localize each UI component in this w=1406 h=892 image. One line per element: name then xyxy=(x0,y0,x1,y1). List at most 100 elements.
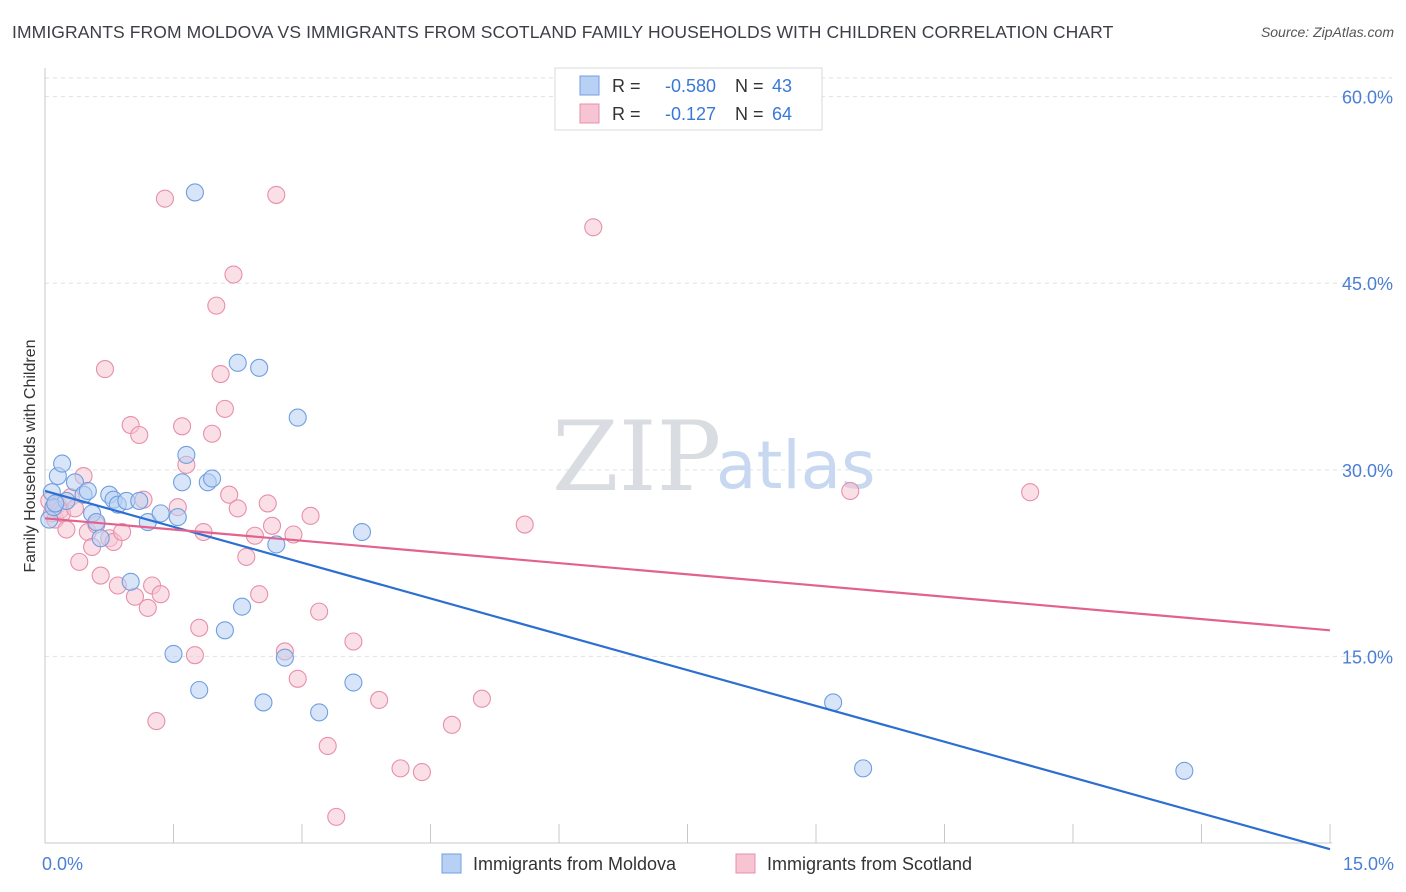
y-tick-label-0: 15.0% xyxy=(1342,647,1393,667)
bottom-legend-label-scotland: Immigrants from Scotland xyxy=(767,854,972,874)
scotland-point-31 xyxy=(173,417,192,436)
stats-legend: R = -0.580 N = 43 R = -0.127 N = 64 xyxy=(554,67,823,131)
scotland-point-37 xyxy=(207,296,226,315)
scotland-point-38 xyxy=(211,364,230,384)
moldova-point-21 xyxy=(168,508,187,527)
scotland-point-59 xyxy=(412,763,431,782)
scotland-point-42 xyxy=(228,499,247,518)
watermark-zip: ZIP xyxy=(552,401,721,513)
scotland-point-48 xyxy=(267,185,286,204)
scotland-point-34 xyxy=(190,618,209,637)
moldova-point-30 xyxy=(232,597,252,616)
scotland-point-25 xyxy=(138,598,157,617)
moldova-point-31 xyxy=(250,358,269,377)
moldova-point-37 xyxy=(344,673,363,692)
y-tick-labels: 15.0% 30.0% 45.0% 60.0% xyxy=(1342,88,1393,668)
chart-title: IMMIGRANTS FROM MOLDOVA VS IMMIGRANTS FR… xyxy=(12,22,1114,42)
moldova-point-20 xyxy=(164,644,183,663)
scotland-point-46 xyxy=(258,494,277,513)
legend-n-value-scotland: 64 xyxy=(772,104,792,124)
legend-n-label-moldova: N = xyxy=(735,76,764,96)
scotland-point-54 xyxy=(318,736,337,756)
trend-line-moldova xyxy=(44,489,1331,851)
trend-lines xyxy=(44,489,1331,851)
source-credit: Source: ZipAtlas.com xyxy=(1260,24,1394,40)
x-tick-label-min: 0.0% xyxy=(42,854,83,874)
bottom-legend-swatch-moldova xyxy=(441,853,462,874)
y-axis-label: Family Households with Children xyxy=(22,340,39,573)
scotland-point-63 xyxy=(584,218,603,237)
legend-swatch-moldova xyxy=(579,75,600,96)
scotland-point-55 xyxy=(327,807,346,826)
scotland-point-60 xyxy=(442,715,461,734)
scotland-point-41 xyxy=(224,265,243,284)
x-tick-label-max: 15.0% xyxy=(1343,854,1394,874)
legend-r-value-moldova: -0.580 xyxy=(665,76,716,96)
moldova-point-34 xyxy=(275,648,294,667)
scotland-point-20 xyxy=(113,522,132,542)
scotland-point-36 xyxy=(203,424,222,443)
scotland-point-58 xyxy=(391,759,410,778)
moldova-point-6 xyxy=(65,473,85,492)
scotland-point-52 xyxy=(301,506,320,525)
gridlines xyxy=(45,77,1392,657)
scotland-point-62 xyxy=(515,515,534,534)
scotland-point-28 xyxy=(151,585,170,604)
moldova-point-35 xyxy=(288,408,307,427)
moldova-point-22 xyxy=(173,473,192,492)
scotland-point-16 xyxy=(95,360,115,379)
scotland-point-33 xyxy=(185,646,204,665)
bottom-legend-label-moldova: Immigrants from Moldova xyxy=(473,854,677,874)
legend-r-label-moldova: R = xyxy=(612,76,641,96)
y-tick-label-2: 45.0% xyxy=(1342,274,1393,294)
moldova-point-24 xyxy=(185,183,204,202)
scotland-point-57 xyxy=(370,690,389,710)
moldova-point-8 xyxy=(78,481,97,501)
moldova-point-23 xyxy=(177,445,196,464)
scotland-point-53 xyxy=(310,602,329,621)
moldova-point-33 xyxy=(267,535,286,554)
bottom-legend-swatch-scotland xyxy=(735,853,756,874)
legend-n-value-moldova: 43 xyxy=(772,76,792,96)
moldova-point-32 xyxy=(254,693,273,712)
scotland-point-47 xyxy=(262,516,282,535)
y-tick-label-3: 60.0% xyxy=(1342,88,1393,108)
legend-n-label-scotland: N = xyxy=(735,104,764,124)
scotland-point-61 xyxy=(472,689,491,708)
scotland-point-40 xyxy=(220,485,239,504)
moldova-point-36 xyxy=(310,703,329,722)
scotland-point-56 xyxy=(344,632,363,651)
legend-r-value-scotland: -0.127 xyxy=(665,104,716,124)
scotland-point-64 xyxy=(841,481,860,501)
moldova-point-17 xyxy=(130,491,149,510)
moldova-point-29 xyxy=(228,353,247,372)
scotland-point-51 xyxy=(288,669,307,688)
moldova-point-28 xyxy=(215,621,234,640)
moldova-point-11 xyxy=(91,529,110,548)
moldova-point-25 xyxy=(190,680,209,700)
legend-swatch-scotland xyxy=(579,103,600,124)
scotland-point-10 xyxy=(70,552,89,571)
scotland-point-27 xyxy=(147,712,166,731)
scotland-point-39 xyxy=(215,399,234,418)
moldova-point-38 xyxy=(352,522,372,542)
moldova-point-41 xyxy=(1175,761,1194,780)
moldova-point-4 xyxy=(53,454,72,473)
scotland-point-43 xyxy=(237,547,256,566)
moldova-point-16 xyxy=(121,572,140,591)
axes xyxy=(44,68,1332,844)
trend-line-scotland xyxy=(44,517,1331,632)
series-legend: Immigrants from Moldova Immigrants from … xyxy=(441,853,972,874)
moldova-point-27 xyxy=(203,469,222,488)
scotland-point-15 xyxy=(91,566,110,585)
scotland-point-65 xyxy=(1021,483,1040,502)
scotland-points xyxy=(40,185,1040,826)
moldova-point-19 xyxy=(151,504,170,523)
scotland-point-7 xyxy=(57,520,76,539)
y-tick-label-1: 30.0% xyxy=(1342,461,1393,481)
scotland-point-45 xyxy=(250,585,269,604)
moldova-point-40 xyxy=(854,759,873,778)
moldova-point-42 xyxy=(46,494,65,513)
legend-r-label-scotland: R = xyxy=(612,104,641,124)
